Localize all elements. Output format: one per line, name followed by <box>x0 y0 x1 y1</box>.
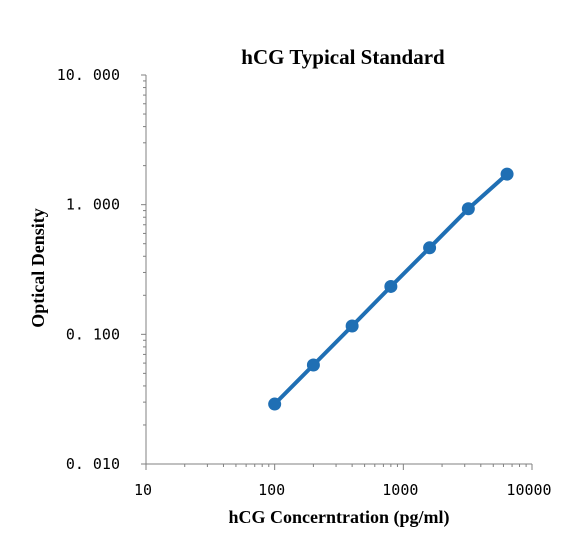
y-tick-label: 0. 100 <box>66 325 120 343</box>
chart-title: hCG Typical Standard <box>241 45 445 69</box>
axis-ticks <box>141 74 533 470</box>
data-point <box>461 202 475 216</box>
data-point <box>345 319 359 333</box>
y-axis-title: Optical Density <box>28 208 48 328</box>
y-tick-label: 1. 000 <box>66 196 120 214</box>
data-point <box>384 279 398 293</box>
data-point <box>306 358 320 372</box>
x-tick-label: 100 <box>258 481 285 499</box>
y-tick-label: 10. 000 <box>57 66 120 84</box>
x-axis-title: hCG Concerntration (pg/ml) <box>229 507 450 528</box>
x-tick-label: 10000 <box>506 481 551 499</box>
y-tick-label: 0. 010 <box>66 455 120 473</box>
x-tick-label: 10 <box>134 481 152 499</box>
data-point <box>500 167 514 181</box>
data-point <box>268 397 282 411</box>
data-point <box>423 241 437 255</box>
x-tick-label: 1000 <box>382 481 418 499</box>
series-layer <box>268 167 514 411</box>
tick-labels: 0. 010 0. 100 1. 000 10. 000 10 100 1000 10000 <box>57 66 552 499</box>
